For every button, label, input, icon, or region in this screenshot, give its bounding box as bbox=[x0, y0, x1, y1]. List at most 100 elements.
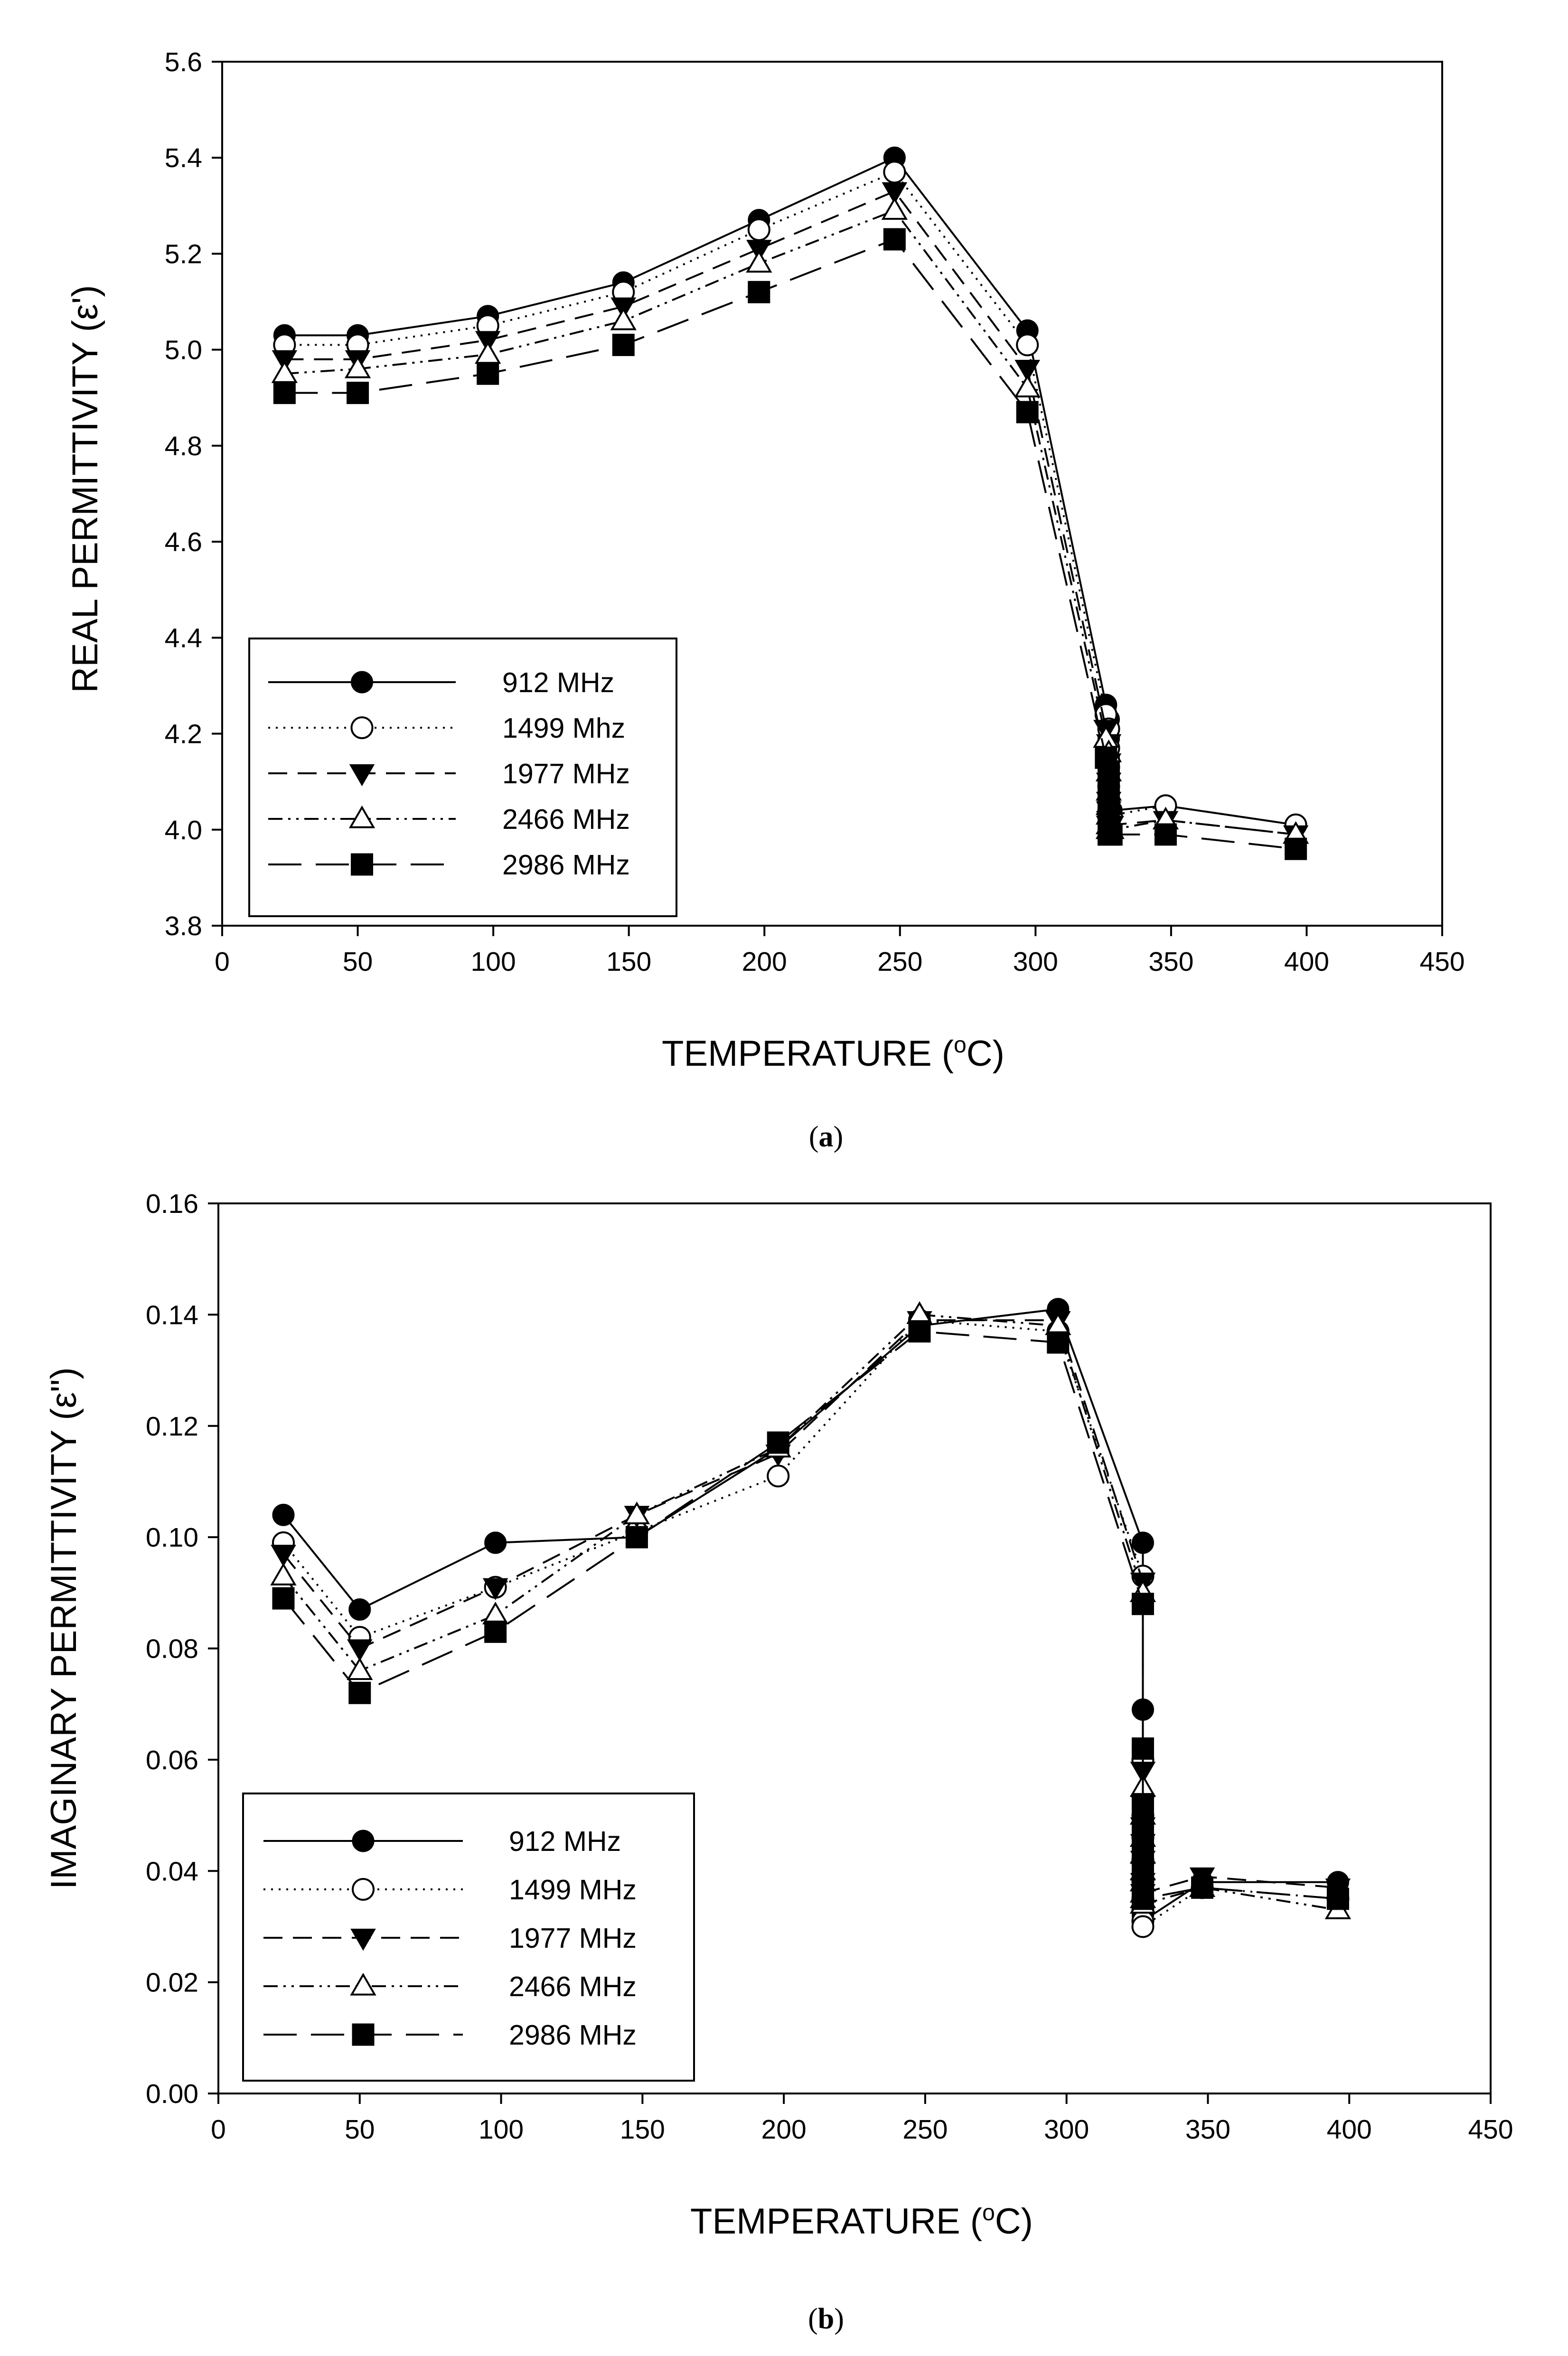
x-tick-label: 100 bbox=[471, 947, 516, 977]
data-point bbox=[748, 281, 770, 303]
data-point bbox=[908, 1320, 931, 1343]
data-point bbox=[347, 1639, 373, 1661]
data-point bbox=[1100, 823, 1123, 846]
legend-label-1977-mhz: 1977 MHz bbox=[509, 1923, 637, 1954]
x-tick-label: 250 bbox=[877, 947, 922, 977]
y-tick-label: 0.04 bbox=[146, 1856, 198, 1887]
data-point bbox=[348, 1598, 371, 1621]
y-tick-label: 4.0 bbox=[165, 815, 202, 845]
data-point bbox=[767, 1431, 789, 1454]
data-point bbox=[1131, 1737, 1154, 1760]
x-tick-label: 450 bbox=[1468, 2114, 1513, 2145]
plot-frame bbox=[221, 61, 1443, 927]
x-tick-label: 0 bbox=[211, 2114, 226, 2145]
data-point bbox=[348, 1681, 371, 1704]
y-tick-label: 0.12 bbox=[146, 1411, 198, 1442]
x-tick-label: 350 bbox=[1148, 947, 1193, 977]
data-point bbox=[272, 1503, 295, 1526]
data-point bbox=[347, 382, 369, 404]
y-tick-label: 0.06 bbox=[146, 1745, 198, 1775]
legend-marker-1499-mhz bbox=[350, 716, 374, 739]
y-tick-label: 4.8 bbox=[165, 431, 202, 461]
x-tick-label: 150 bbox=[606, 947, 651, 977]
y-axis-title: REAL PERMITTIVITY (ε') bbox=[65, 285, 105, 693]
plot-area bbox=[271, 146, 1309, 860]
data-point bbox=[1131, 1593, 1154, 1615]
data-point bbox=[882, 182, 908, 205]
y-tick-label: 0.10 bbox=[146, 1522, 198, 1553]
data-point bbox=[271, 1545, 296, 1567]
x-tick-label: 250 bbox=[902, 2114, 948, 2145]
figure-caption-b: (b) bbox=[808, 2303, 844, 2335]
data-point bbox=[1014, 375, 1041, 398]
legend-marker-912-mhz bbox=[352, 1830, 375, 1852]
data-point bbox=[347, 1657, 373, 1680]
legend: 912 MHz 1499 Mhz 1977 MHz 2466 MHz 2986 MHz bbox=[248, 638, 677, 917]
data-point bbox=[1131, 1915, 1155, 1938]
legend-marker-912-mhz bbox=[351, 671, 373, 694]
legend-marker-2466-mhz bbox=[350, 1972, 376, 1996]
data-point bbox=[747, 218, 770, 241]
legend-label-2466-mhz: 2466 MHz bbox=[502, 804, 630, 835]
legend-marker-2986-mhz bbox=[352, 2023, 375, 2046]
legend: 912 MHz 1499 MHz 1977 MHz 2466 MHz 2986 MHz bbox=[242, 1793, 695, 2082]
data-point bbox=[1326, 1887, 1349, 1910]
data-point bbox=[1047, 1331, 1070, 1354]
legend-label-1499-mhz: 1499 Mhz bbox=[502, 713, 625, 744]
data-point bbox=[273, 382, 296, 404]
data-point bbox=[1131, 1887, 1154, 1910]
data-point bbox=[484, 1620, 507, 1643]
y-tick-label: 0.00 bbox=[146, 2079, 198, 2109]
data-point bbox=[1154, 823, 1177, 846]
data-point bbox=[344, 355, 371, 378]
data-point bbox=[270, 1562, 297, 1586]
legend-box bbox=[248, 638, 677, 917]
y-tick-label: 5.2 bbox=[165, 239, 202, 269]
x-tick-label: 450 bbox=[1419, 947, 1465, 977]
legend-label-912-mhz: 912 MHz bbox=[502, 667, 614, 698]
y-tick-label: 0.16 bbox=[146, 1189, 198, 1219]
data-point bbox=[1131, 1815, 1154, 1838]
data-point bbox=[477, 362, 499, 385]
legend-label-2986-mhz: 2986 MHz bbox=[509, 2019, 637, 2051]
data-point bbox=[746, 250, 772, 273]
y-tick-label: 4.2 bbox=[165, 719, 202, 750]
y-tick-label: 0.14 bbox=[146, 1300, 198, 1330]
x-tick-label: 300 bbox=[1044, 2114, 1089, 2145]
data-point bbox=[612, 334, 635, 357]
chart-panel-b: 0 50 100 150 200 250 300 350 400 450 0.00 0.02 0.04 0… bbox=[44, 1189, 1513, 2335]
legend-marker-1977-mhz bbox=[349, 764, 375, 787]
figure-caption-a: (a) bbox=[809, 1121, 843, 1153]
data-point bbox=[1131, 1531, 1154, 1554]
legend-label-912-mhz: 912 MHz bbox=[509, 1826, 621, 1857]
data-point bbox=[881, 197, 908, 220]
legend-label-1977-mhz: 1977 MHz bbox=[502, 758, 630, 789]
legend-label-1499-mhz: 1499 MHz bbox=[509, 1874, 637, 1905]
x-tick-label: 400 bbox=[1284, 947, 1329, 977]
y-tick-label: 5.0 bbox=[165, 335, 202, 366]
data-point bbox=[625, 1526, 648, 1549]
x-tick-label: 100 bbox=[479, 2114, 524, 2145]
axes: 0 50 100 150 200 250 300 350 400 450 3.8 4.0 4.2 4.4 4… bbox=[165, 47, 1465, 977]
x-tick-label: 50 bbox=[343, 947, 373, 977]
series-2986-mhz bbox=[272, 1320, 1349, 1910]
legend-marker-2986-mhz bbox=[351, 853, 373, 876]
data-point bbox=[1016, 333, 1039, 357]
x-tick-label: 200 bbox=[761, 2114, 807, 2145]
data-point bbox=[883, 228, 906, 251]
y-tick-label: 4.4 bbox=[165, 623, 202, 653]
data-point bbox=[484, 1531, 507, 1554]
legend-label-2466-mhz: 2466 MHz bbox=[509, 1971, 637, 2002]
data-point bbox=[1285, 837, 1307, 860]
x-axis-title: TEMPERATURE (oC) bbox=[690, 2200, 1033, 2242]
axes: 0 50 100 150 200 250 300 350 400 450 0.00 0.02 0.04 0… bbox=[146, 1189, 1513, 2145]
x-tick-label: 400 bbox=[1327, 2114, 1372, 2145]
data-point bbox=[610, 307, 637, 330]
series-2986-mhz bbox=[273, 228, 1307, 860]
x-tick-label: 300 bbox=[1013, 947, 1058, 977]
data-point bbox=[272, 1587, 295, 1610]
data-point bbox=[1016, 401, 1039, 423]
legend-label-2986-mhz: 2986 MHz bbox=[502, 849, 630, 881]
